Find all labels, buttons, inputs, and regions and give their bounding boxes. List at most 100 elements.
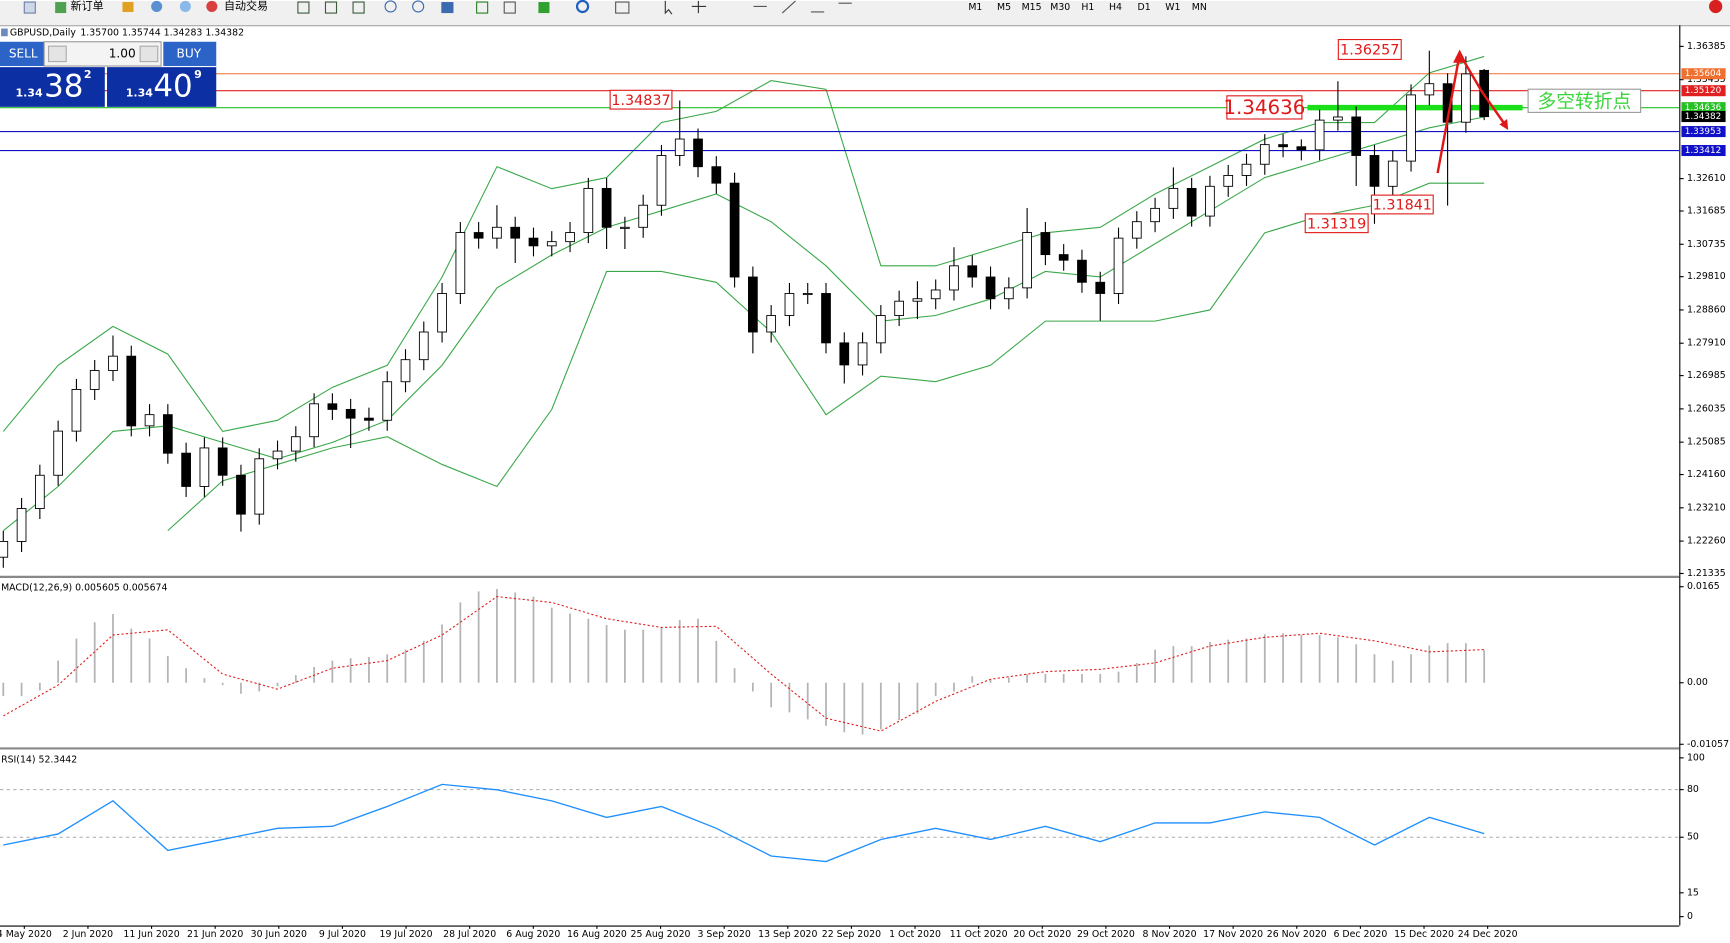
- timeframe-button[interactable]: H4: [1109, 2, 1122, 13]
- sell-button[interactable]: [0, 41, 45, 67]
- candle-body: [1223, 175, 1234, 187]
- arrow-head: [1453, 49, 1467, 63]
- candle-body: [967, 265, 978, 278]
- cursor-tool[interactable]: [664, 0, 673, 15]
- y-tick-label: 1.28860: [1687, 304, 1726, 315]
- candle-body: [1150, 207, 1160, 223]
- bollinger-band: [2, 55, 1485, 433]
- icon[interactable]: [352, 1, 365, 14]
- candle-body: [144, 414, 155, 427]
- sell-label[interactable]: SELL: [9, 46, 38, 60]
- lots-down[interactable]: [47, 45, 67, 63]
- last-price-box: [1681, 111, 1726, 123]
- candle-body: [126, 355, 137, 427]
- candle-body: [821, 293, 831, 344]
- buy-price-fraction: 9: [194, 68, 202, 81]
- annotation-text: 1.36257: [1340, 43, 1399, 59]
- crosshair-tool[interactable]: [691, 0, 707, 14]
- lots-value[interactable]: 1.00: [109, 46, 136, 60]
- icon[interactable]: [151, 0, 163, 12]
- draw-tools[interactable]: [753, 0, 852, 14]
- candle-body: [236, 474, 246, 515]
- timeframe-button[interactable]: M30: [1050, 2, 1070, 13]
- candle-body: [1351, 116, 1362, 156]
- icon[interactable]: [476, 1, 489, 14]
- icon[interactable]: [441, 2, 454, 14]
- y-tick-label: 80: [1687, 784, 1699, 795]
- auto-trading-icon[interactable]: [206, 0, 218, 12]
- level-label-box: [1681, 145, 1726, 157]
- level-label: 1.35120: [1685, 86, 1722, 96]
- bollinger-band: [2, 116, 1485, 532]
- buy-price-pips: 40: [153, 69, 192, 105]
- annotation-box: [1226, 95, 1303, 120]
- y-tick-label: 50: [1687, 832, 1699, 843]
- icon[interactable]: [538, 2, 550, 14]
- sell-price-pips: 38: [44, 69, 83, 105]
- alert-icon[interactable]: [1709, 0, 1723, 14]
- candle-body: [1296, 146, 1307, 151]
- x-tick-label: 16 Aug 2020: [567, 929, 627, 940]
- sell-price-prefix: 1.34: [15, 87, 43, 100]
- panel-title: MACD(12,26,9) 0.005605 0.005674: [1, 582, 167, 593]
- buy-label[interactable]: BUY: [177, 46, 202, 60]
- icon[interactable]: [122, 2, 134, 12]
- y-tick-label: 100: [1687, 752, 1705, 763]
- icon[interactable]: [23, 1, 36, 14]
- candle-body: [638, 204, 649, 228]
- candle-body: [875, 315, 886, 344]
- candle-body: [985, 276, 996, 300]
- icon[interactable]: [615, 1, 630, 14]
- y-tick-label: 1.26035: [1687, 403, 1726, 414]
- icon[interactable]: [297, 1, 310, 14]
- candle-body: [345, 408, 356, 419]
- new-order-icon[interactable]: [55, 2, 67, 14]
- buy-price-box[interactable]: [107, 67, 217, 107]
- timeframe-button[interactable]: M1: [968, 2, 982, 13]
- annotations: 1.36257 1.34837 1.34636 1.31319 1.31841 多空转折点: [609, 39, 1642, 234]
- candle-body: [35, 474, 45, 509]
- icon[interactable]: [503, 1, 516, 14]
- candle-body: [1424, 83, 1435, 96]
- x-tick-label: 6 Dec 2020: [1333, 929, 1387, 940]
- sell-price-box[interactable]: [0, 67, 105, 107]
- candle-body: [492, 226, 502, 239]
- zoom-in[interactable]: [384, 0, 397, 13]
- zoom-out[interactable]: [412, 0, 425, 13]
- level-label: 1.33412: [1685, 146, 1721, 156]
- auto-trading-label[interactable]: 自动交易: [224, 0, 268, 12]
- panel-title: RSI(14) 52.3442: [1, 755, 77, 766]
- candle-body: [309, 403, 319, 438]
- new-order-label[interactable]: 新订单: [71, 0, 104, 12]
- timeframe-button[interactable]: D1: [1138, 2, 1151, 13]
- level-label: 1.35604: [1685, 69, 1722, 79]
- annotation-box: [1304, 213, 1369, 234]
- x-tick-label: 6 Aug 2020: [506, 929, 560, 940]
- icon[interactable]: [179, 0, 191, 12]
- timeframe-button[interactable]: MN: [1192, 2, 1207, 13]
- annotation-text: 1.31319: [1307, 216, 1366, 232]
- annotation-text: 1.34636: [1223, 96, 1305, 119]
- level-label: 1.33953: [1685, 127, 1721, 137]
- candle-body: [364, 417, 374, 421]
- timeframe-button[interactable]: W1: [1165, 2, 1180, 13]
- timeframe-button[interactable]: M5: [997, 2, 1011, 13]
- lots-up[interactable]: [139, 45, 159, 63]
- candle-body: [1369, 155, 1380, 187]
- icon[interactable]: [324, 1, 338, 14]
- price-panel: [0, 50, 1680, 568]
- x-tick-label: 13 Sep 2020: [758, 929, 817, 940]
- timeframe-button[interactable]: M15: [1022, 2, 1042, 13]
- timeframe-button[interactable]: H1: [1081, 2, 1094, 13]
- chart-area: [0, 25, 1730, 943]
- x-tick-label: 1 Oct 2020: [889, 929, 941, 940]
- buy-button[interactable]: [163, 41, 217, 67]
- candle-body: [693, 138, 703, 168]
- annotation-text: 1.31841: [1373, 198, 1432, 214]
- x-tick-label: 19 Jul 2020: [380, 929, 433, 940]
- icon[interactable]: [575, 0, 590, 14]
- candle-body: [748, 276, 758, 333]
- buy-price-prefix: 1.34: [126, 87, 154, 100]
